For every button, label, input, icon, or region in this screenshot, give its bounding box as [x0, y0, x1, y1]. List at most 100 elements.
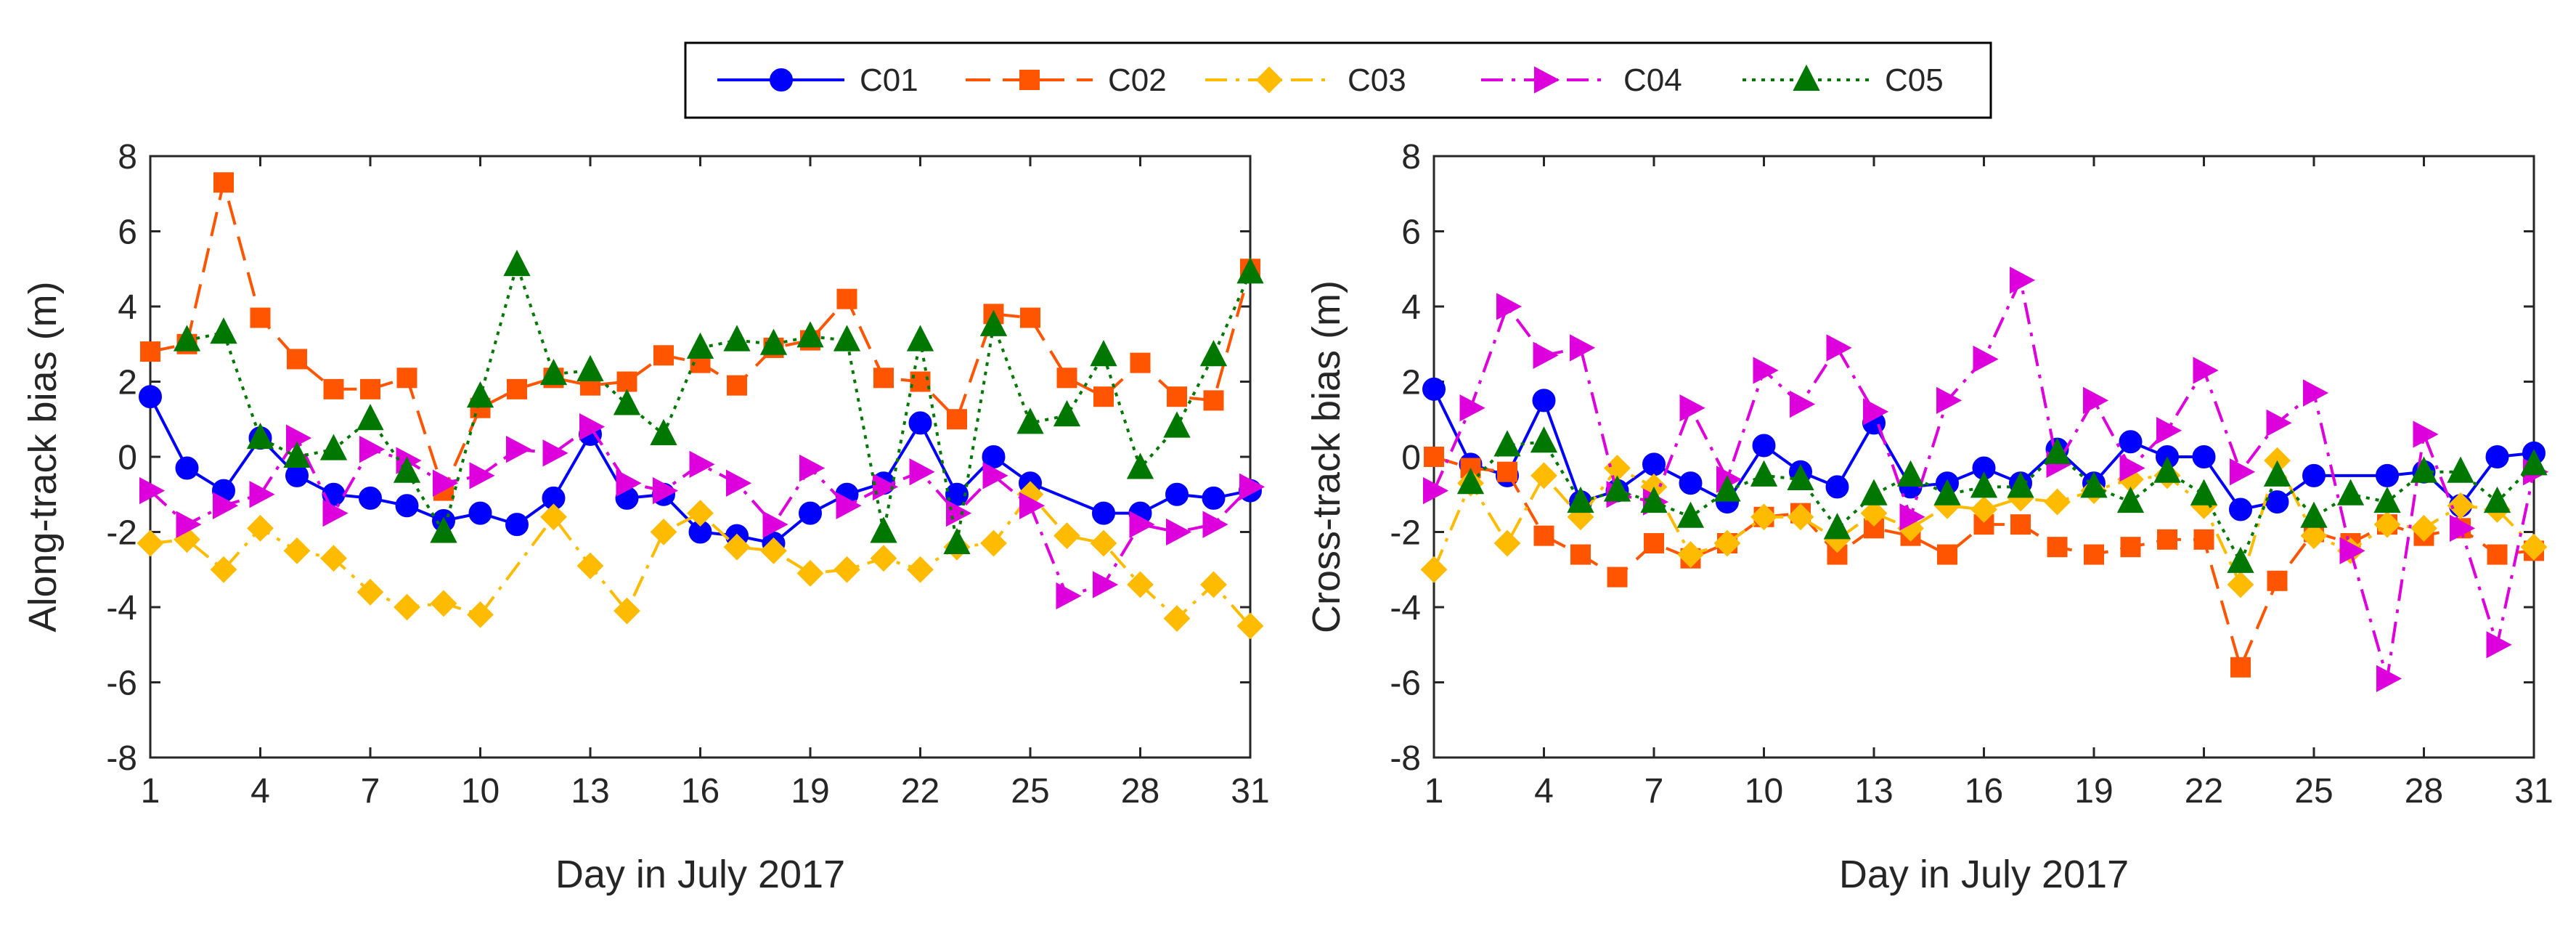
data-point-c02 [1497, 461, 1517, 482]
data-point-c04 [1570, 334, 1596, 362]
data-point-c05 [2227, 546, 2254, 573]
data-point-c03 [2447, 492, 2474, 519]
x-axis-label: Day in July 2017 [555, 853, 845, 896]
data-point-c04 [1129, 511, 1155, 538]
data-point-c02 [1056, 367, 1077, 389]
data-point-c02 [2487, 544, 2508, 565]
data-point-c02 [2084, 544, 2104, 565]
data-point-c03 [650, 519, 677, 545]
data-point-c04 [359, 435, 386, 463]
data-point-c04 [1936, 386, 1962, 415]
data-point-c04 [286, 424, 312, 452]
x-tick-label: 10 [1745, 772, 1783, 811]
data-point-c04 [2156, 417, 2182, 444]
data-point-c05 [2483, 486, 2511, 513]
data-point-c01 [175, 456, 199, 480]
data-point-c05 [246, 422, 274, 450]
data-point-c02 [2193, 529, 2214, 550]
data-point-c03 [1860, 500, 1888, 527]
x-tick-label: 16 [1965, 772, 2003, 811]
data-point-c02 [2157, 529, 2177, 550]
data-point-c04 [653, 476, 679, 505]
data-point-c05 [393, 456, 421, 483]
data-point-c05 [1860, 479, 1888, 505]
data-point-c03 [1127, 571, 1154, 598]
data-point-c04 [542, 439, 568, 467]
data-point-c05 [2080, 471, 2108, 498]
data-point-c03 [2044, 488, 2071, 516]
data-point-c01 [1422, 377, 1446, 401]
data-point-c04 [2339, 537, 2365, 565]
data-point-c01 [2302, 463, 2326, 487]
data-point-c01 [1092, 501, 1115, 525]
data-point-c05 [2520, 449, 2548, 476]
data-point-c03 [1677, 541, 1704, 568]
data-point-c05 [1456, 468, 1485, 495]
data-point-c03 [833, 556, 860, 583]
data-point-c02 [140, 341, 160, 362]
data-point-c03 [430, 590, 457, 617]
data-point-c03 [723, 533, 751, 561]
data-point-c04 [689, 450, 715, 479]
data-point-c02 [947, 409, 967, 430]
data-point-c03 [614, 597, 640, 625]
data-point-c05 [1016, 407, 1044, 434]
y-tick-label: 6 [118, 214, 137, 252]
legend-label-c03: C03 [1348, 62, 1406, 98]
legend-marker-c05 [1793, 64, 1820, 91]
legend-label-c04: C04 [1623, 62, 1682, 98]
y-tick-label: 8 [1401, 138, 1421, 176]
data-point-c04 [176, 511, 202, 538]
data-point-c04 [1239, 473, 1265, 501]
data-point-c04 [2486, 631, 2512, 659]
data-point-c05 [686, 332, 714, 359]
data-point-c02 [360, 378, 380, 399]
data-point-c05 [1053, 399, 1081, 427]
data-point-c05 [210, 317, 237, 344]
data-point-c04 [1533, 341, 1559, 369]
data-point-c04 [2413, 421, 2439, 448]
data-point-c04 [1459, 394, 1485, 422]
data-point-c02 [396, 367, 417, 389]
y-tick-label: -2 [106, 514, 137, 553]
data-point-c05 [430, 516, 457, 543]
data-point-c05 [2300, 501, 2328, 528]
data-point-c04 [1496, 293, 1523, 320]
data-point-c04 [836, 492, 862, 519]
x-tick-label: 13 [571, 772, 609, 811]
data-point-c01 [1202, 486, 1226, 510]
data-point-c04 [762, 511, 788, 538]
x-axis-label: Day in July 2017 [1839, 853, 2129, 896]
data-point-c03 [2520, 533, 2548, 561]
series-c05 [173, 249, 1264, 555]
data-point-c02 [1644, 533, 1664, 554]
data-point-c04 [1753, 357, 1779, 384]
legend-marker-c03 [1255, 66, 1283, 94]
data-point-c02 [2267, 570, 2288, 591]
data-point-c05 [1640, 486, 1668, 513]
y-axis-label: Along-track bias (m) [21, 281, 65, 632]
data-point-c03 [796, 560, 824, 587]
data-point-c03 [1053, 522, 1080, 550]
data-point-c04 [1826, 334, 1852, 362]
data-point-c03 [356, 578, 384, 606]
data-point-c05 [2447, 456, 2474, 483]
data-point-c04 [1973, 345, 1999, 373]
along-track-plot: 1 4 7 10 13 16 19 22 25 28 31 -8 -6 -4 -2 0 2 4 6 8 Day in J… [21, 138, 1270, 896]
data-point-c03 [980, 529, 1007, 557]
data-point-c03 [1750, 503, 1777, 531]
data-point-c05 [503, 249, 531, 277]
data-point-c05 [1823, 513, 1851, 540]
data-point-c02 [1937, 544, 1957, 565]
x-tick-label: 4 [250, 772, 270, 811]
data-point-c02 [2010, 514, 2031, 535]
data-point-c04 [469, 462, 495, 490]
data-point-c01 [2376, 463, 2399, 487]
data-point-c02 [1167, 386, 1187, 407]
data-point-c02 [287, 349, 307, 370]
legend-marker-c04 [1534, 66, 1560, 94]
data-point-c02 [323, 378, 344, 399]
data-point-c01 [2265, 490, 2289, 514]
data-point-c04 [2376, 665, 2402, 692]
